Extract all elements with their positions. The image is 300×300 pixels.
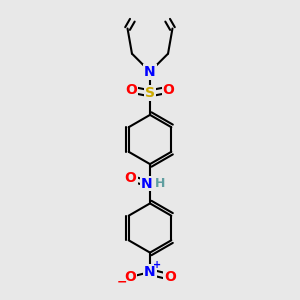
- Text: O: O: [125, 83, 137, 97]
- Text: S: S: [145, 86, 155, 100]
- Text: H: H: [154, 177, 165, 190]
- Text: O: O: [163, 83, 175, 97]
- Text: −: −: [117, 275, 127, 289]
- Text: N: N: [144, 265, 156, 279]
- Text: O: O: [124, 270, 136, 283]
- Text: N: N: [144, 65, 156, 79]
- Text: N: N: [141, 177, 152, 190]
- Text: O: O: [124, 172, 136, 185]
- Text: +: +: [152, 260, 161, 271]
- Text: O: O: [164, 270, 176, 283]
